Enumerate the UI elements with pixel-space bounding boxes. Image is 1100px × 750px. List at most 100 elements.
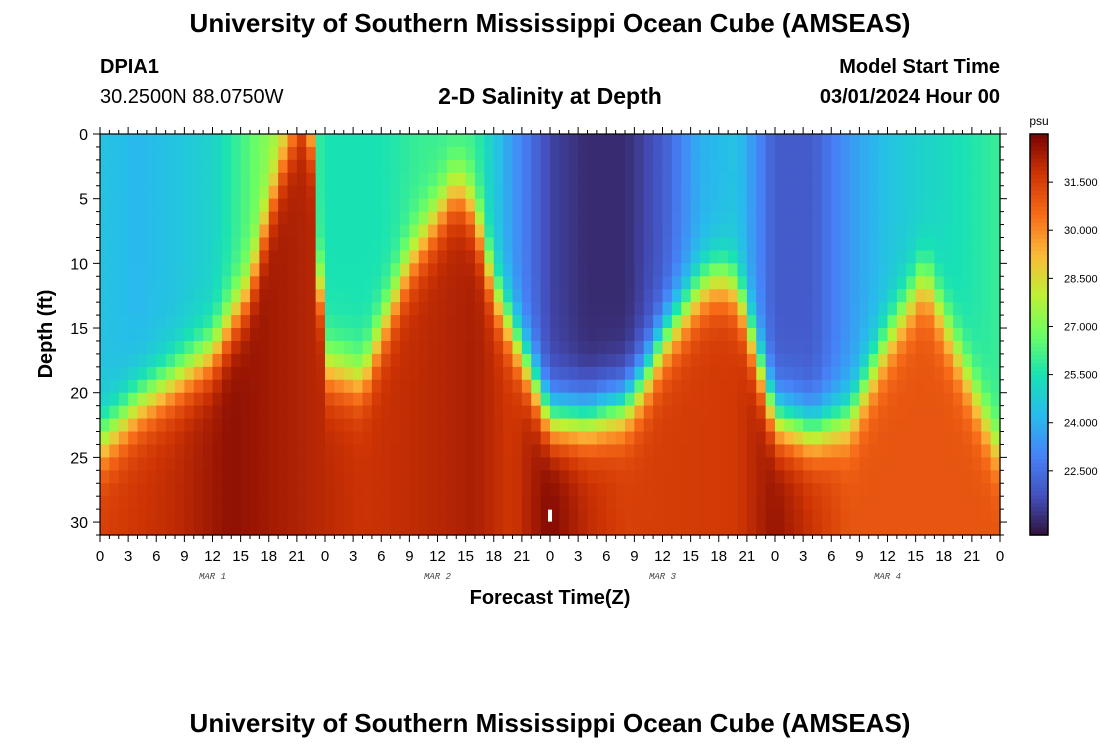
heatmap-cell (278, 496, 289, 510)
heatmap-cell (184, 457, 195, 471)
heatmap-cell (484, 431, 495, 446)
heatmap-cell (165, 353, 176, 368)
heatmap-cell (596, 353, 607, 368)
heatmap-cell (165, 289, 176, 303)
heatmap-cell (634, 211, 645, 226)
heatmap-cell (137, 159, 148, 174)
heatmap-cell (634, 470, 645, 484)
heatmap-cell (165, 328, 176, 342)
heatmap-cell (184, 431, 195, 446)
heatmap-cell (887, 431, 898, 446)
heatmap-cell (531, 431, 542, 446)
heatmap-cell (737, 522, 748, 536)
heatmap-cell (596, 250, 607, 264)
heatmap-cell (437, 315, 448, 329)
heatmap-cell (568, 172, 579, 187)
heatmap-cell (278, 237, 289, 252)
heatmap-cell (868, 379, 879, 394)
heatmap-cell (343, 509, 354, 523)
heatmap-cell (343, 379, 354, 394)
colorbar-segment (1030, 218, 1048, 223)
heatmap-cell (653, 276, 664, 290)
heatmap-cell (306, 185, 317, 200)
heatmap-cell (709, 483, 720, 497)
heatmap-cell (887, 146, 898, 161)
heatmap-cell (512, 250, 523, 264)
heatmap-cell (287, 444, 298, 458)
heatmap-cell (315, 172, 326, 187)
heatmap-cell (325, 496, 335, 510)
plot-title: 2-D Salinity at Depth (438, 83, 662, 109)
heatmap-cell (793, 522, 804, 536)
heatmap-cell (193, 302, 204, 316)
colorbar-segment (1030, 282, 1048, 287)
heatmap-cell (296, 418, 307, 433)
heatmap-cell (484, 496, 495, 510)
heatmap-cell (371, 276, 382, 290)
heatmap-cell (643, 405, 654, 420)
heatmap-cell (728, 470, 739, 484)
heatmap-cell (821, 470, 832, 484)
heatmap-cell (193, 353, 204, 368)
heatmap-cell (625, 340, 635, 355)
heatmap-cell (259, 366, 270, 381)
heatmap-cell (606, 366, 617, 381)
heatmap-cell (803, 185, 814, 200)
heatmap-cell (146, 483, 157, 497)
heatmap-cell (690, 470, 701, 484)
heatmap-cell (615, 172, 626, 187)
heatmap-cell (756, 146, 767, 161)
heatmap-cell (990, 392, 1001, 407)
heatmap-cell (925, 379, 935, 394)
heatmap-cell (634, 340, 645, 355)
heatmap-cell (409, 263, 420, 277)
heatmap-cell (831, 340, 842, 355)
heatmap-cell (353, 522, 364, 536)
heatmap-cell (362, 470, 373, 484)
heatmap-cell (503, 263, 514, 277)
heatmap-cell (540, 146, 551, 161)
heatmap-cell (803, 522, 814, 536)
heatmap-cell (381, 198, 392, 213)
heatmap-cell (953, 237, 964, 252)
heatmap-cell (240, 496, 251, 510)
heatmap-cell (709, 198, 720, 213)
heatmap-cell (521, 198, 532, 213)
heatmap-cell (381, 211, 392, 226)
heatmap-cell (212, 470, 223, 484)
heatmap-cell (484, 392, 495, 407)
model-start-value: 03/01/2024 Hour 00 (819, 86, 1000, 108)
heatmap-cell (475, 483, 485, 497)
heatmap-cell (315, 289, 326, 303)
heatmap-cell (212, 211, 223, 226)
heatmap-cell (250, 263, 260, 277)
heatmap-cell (550, 353, 560, 368)
heatmap-cell (596, 522, 607, 536)
heatmap-cell (550, 289, 560, 303)
heatmap-cell (812, 134, 823, 148)
heatmap-cell (409, 483, 420, 497)
colorbar-tick-label: 22.500 (1064, 466, 1098, 478)
heatmap-cell (896, 211, 907, 226)
heatmap-cell (662, 431, 673, 446)
heatmap-cell (250, 379, 260, 394)
heatmap-cell (953, 366, 964, 381)
heatmap-cell (878, 263, 889, 277)
heatmap-cell (925, 159, 935, 174)
heatmap-cell (343, 457, 354, 471)
colorbar-segment (1030, 158, 1048, 163)
heatmap-cell (240, 276, 251, 290)
heatmap-cell (821, 250, 832, 264)
heatmap-cell (137, 444, 148, 458)
heatmap-cell (850, 250, 860, 264)
heatmap-cell (868, 172, 879, 187)
heatmap-cell (540, 392, 551, 407)
heatmap-cell (259, 289, 270, 303)
heatmap-cell (578, 302, 589, 316)
heatmap-cell (728, 379, 739, 394)
heatmap-cell (118, 159, 129, 174)
heatmap-cell (400, 237, 410, 252)
heatmap-cell (934, 315, 945, 329)
heatmap-cell (718, 444, 729, 458)
heatmap-cell (981, 134, 992, 148)
